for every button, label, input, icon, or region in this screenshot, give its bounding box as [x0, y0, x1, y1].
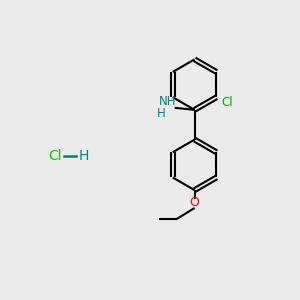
Text: Cl: Cl [222, 96, 233, 109]
Text: O: O [190, 196, 200, 209]
Text: Cl: Cl [48, 149, 62, 163]
Text: H: H [79, 149, 89, 163]
Text: NH: NH [159, 95, 177, 108]
Text: H: H [157, 107, 165, 120]
